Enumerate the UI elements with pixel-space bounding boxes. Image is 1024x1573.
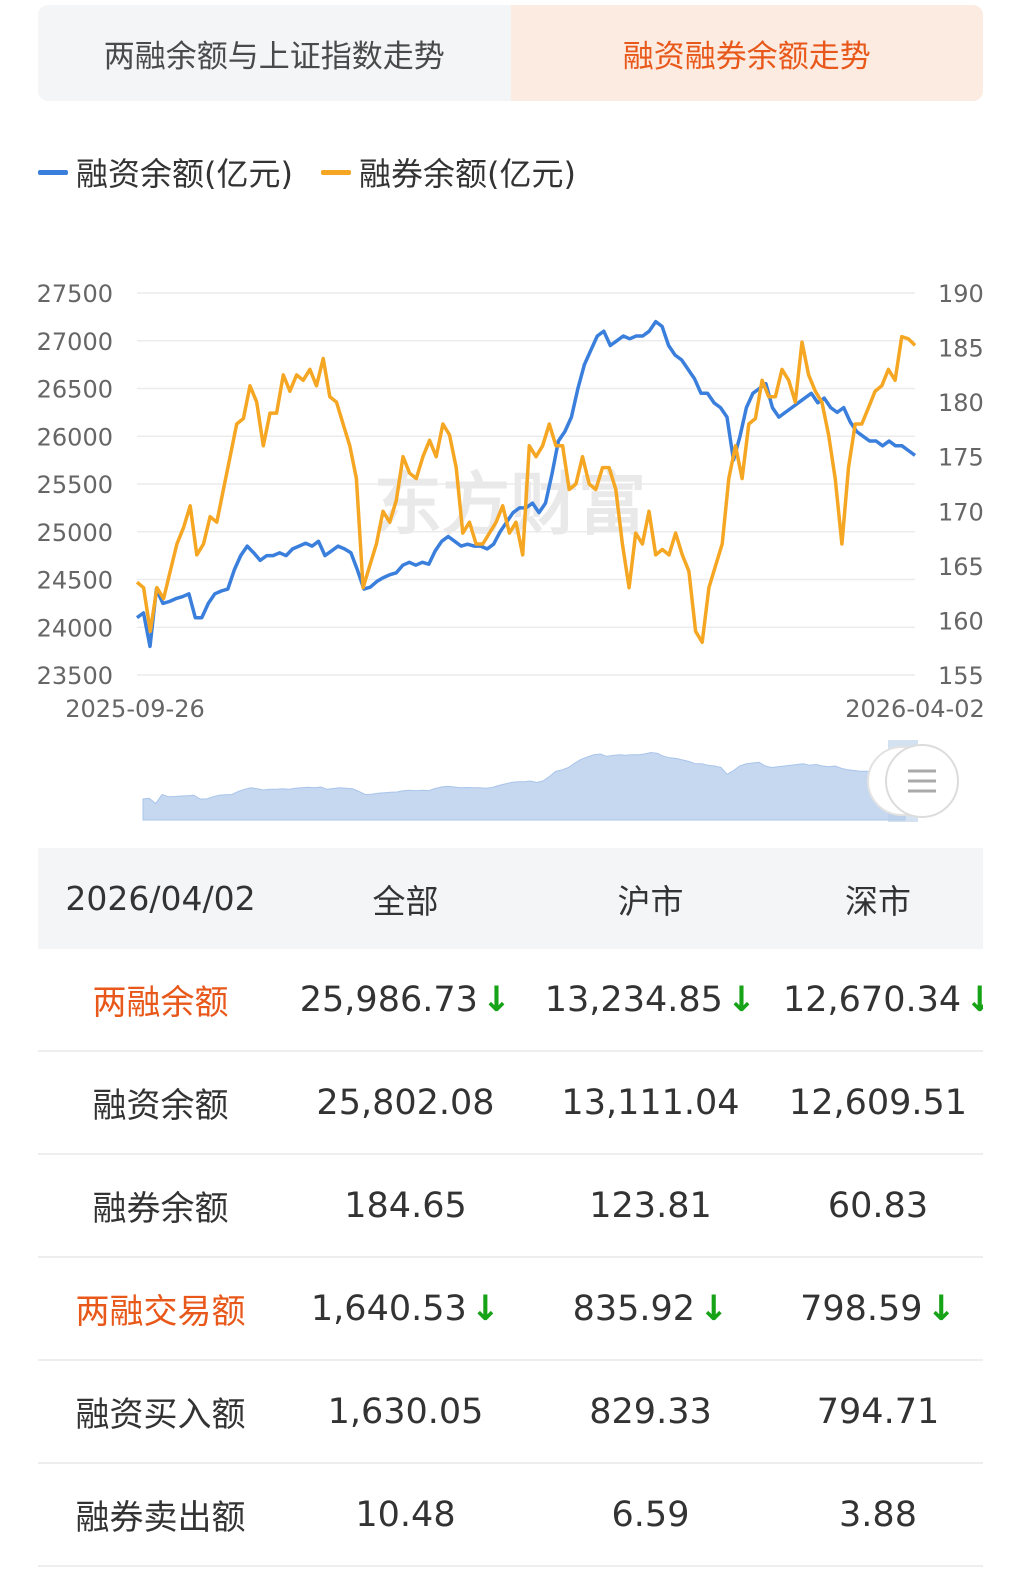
cell-all: 25,802.08 (316, 1082, 495, 1123)
cell-shanghai: 13,111.04 (561, 1082, 740, 1123)
left-axis-tick-label: 23500 (37, 662, 113, 690)
right-axis-ticks: 190 185 180 175 170 165 160 155 (938, 280, 984, 690)
row-label: 两融余额 (92, 983, 229, 1023)
range-navigator[interactable] (0, 735, 1024, 830)
header-all: 全部 (372, 881, 439, 921)
cell-shenzhen: 3.88 (839, 1494, 917, 1535)
navigator-handle[interactable] (867, 744, 959, 818)
down-arrow-icon: ↓ (965, 979, 983, 1020)
table-row: 两融余额 25,986.73 ↓ 13,234.85 ↓ 12,670.34 ↓ (38, 949, 983, 1052)
right-axis-tick-label: 155 (938, 662, 984, 690)
left-axis-tick-label: 24000 (37, 614, 113, 642)
table-header-row: 2026/04/02 全部 沪市 深市 (38, 848, 983, 949)
legend-label-financing: 融资余额(亿元) (76, 155, 293, 193)
cell-shenzhen: 12,609.51 (788, 1082, 968, 1123)
row-label: 融券卖出额 (75, 1498, 246, 1538)
header-shenzhen: 深市 (845, 881, 911, 921)
cell-shenzhen: 60.83 (827, 1185, 929, 1226)
cell-all: 1,640.53 ↓ (310, 1288, 501, 1329)
cell-shanghai: 6.59 (611, 1494, 690, 1535)
right-axis-tick-label: 185 (938, 335, 984, 363)
left-axis-tick-label: 26500 (37, 376, 113, 404)
navigator-area (142, 751, 906, 821)
table-row: 两融交易额 1,640.53 ↓ 835.92 ↓ 798.59 ↓ (38, 1258, 983, 1361)
tab-balance-vs-index[interactable]: 两融余额与上证指数走势 (38, 5, 511, 101)
table-row: 融资买入额 1,630.05 829.33 794.71 (38, 1361, 983, 1464)
series-line-securities-lending (135, 334, 917, 645)
cell-all: 184.65 (344, 1185, 467, 1226)
table-row: 融券卖出额 10.48 6.59 3.88 (38, 1464, 983, 1567)
right-axis-tick-label: 180 (938, 389, 984, 417)
right-axis-tick-label: 175 (938, 444, 984, 472)
legend-swatch-securities-lending (320, 169, 351, 175)
cell-shanghai: 829.33 (589, 1391, 712, 1432)
cell-all: 1,630.05 (327, 1391, 484, 1432)
row-label: 两融交易额 (75, 1292, 246, 1332)
left-axis-tick-label: 24500 (37, 567, 113, 595)
row-label: 融资买入额 (75, 1395, 246, 1435)
down-arrow-icon: ↓ (470, 1288, 501, 1329)
table-row: 融券余额 184.65 123.81 60.83 (38, 1155, 983, 1258)
cell-all: 25,986.73 ↓ (299, 979, 512, 1020)
legend-swatch-financing (38, 169, 68, 175)
table-row: 融资余额 25,802.08 13,111.04 12,609.51 (38, 1052, 983, 1155)
left-axis-tick-label: 27500 (37, 280, 113, 308)
tab-margin-balance-trend[interactable]: 融资融券余额走势 (510, 5, 983, 101)
series-layer (135, 319, 917, 649)
margin-balance-line-chart: 东方财富 27500270002650026000255002500024500… (37, 280, 985, 723)
right-axis-tick-label: 190 (938, 280, 984, 308)
margin-summary-table: 2026/04/02 全部 沪市 深市 两融余额 25,986.73 ↓ 13,2… (38, 848, 983, 1567)
row-label: 融券余额 (92, 1189, 229, 1229)
right-axis-tick-label: 165 (938, 553, 984, 581)
cell-shanghai: 835.92 ↓ (572, 1288, 729, 1329)
cell-shanghai: 13,234.85 ↓ (544, 979, 757, 1020)
left-axis-tick-label: 25000 (37, 519, 113, 547)
left-axis-ticks: 27500 27000 26500 26000 25500 25000 24500 24000… (37, 280, 113, 690)
cell-shenzhen: 12,670.34 ↓ (773, 980, 983, 1020)
cell-shenzhen: 798.59 ↓ (800, 1288, 956, 1329)
left-axis-tick-label: 27000 (37, 328, 113, 356)
cell-all: 10.48 (355, 1494, 456, 1535)
down-arrow-icon: ↓ (726, 979, 757, 1020)
table-date: 2026/04/02 (65, 879, 256, 918)
header-shanghai: 沪市 (617, 881, 684, 921)
row-label: 融资余额 (92, 1086, 229, 1126)
left-axis-tick-label: 25500 (37, 471, 113, 499)
down-arrow-icon: ↓ (481, 979, 512, 1020)
chart-legend: 融资余额(亿元) 融券余额(亿元) (38, 150, 604, 194)
cell-shanghai: 123.81 (589, 1185, 712, 1226)
down-arrow-icon: ↓ (926, 1288, 956, 1329)
drag-handle-icon (908, 769, 936, 793)
left-axis-tick-label: 26000 (37, 423, 113, 451)
legend-label-securities-lending: 融券余额(亿元) (358, 155, 576, 193)
down-arrow-icon: ↓ (699, 1288, 729, 1329)
legend-item-securities-lending[interactable]: 融券余额(亿元) (320, 149, 576, 195)
tab-bar: 两融余额与上证指数走势 融资融券余额走势 (38, 5, 983, 101)
right-axis-tick-label: 170 (938, 498, 984, 526)
right-axis-tick-label: 160 (938, 607, 984, 635)
x-axis-end-label: 2026-04-02 (845, 695, 984, 723)
x-axis-start-label: 2025-09-26 (65, 695, 204, 723)
cell-shenzhen: 794.71 (816, 1391, 940, 1432)
legend-item-financing[interactable]: 融资余额(亿元) (38, 149, 293, 195)
